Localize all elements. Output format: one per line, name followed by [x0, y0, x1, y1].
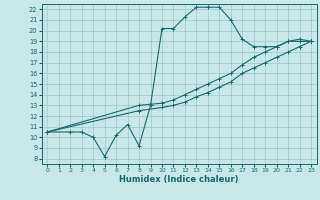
X-axis label: Humidex (Indice chaleur): Humidex (Indice chaleur) [119, 175, 239, 184]
